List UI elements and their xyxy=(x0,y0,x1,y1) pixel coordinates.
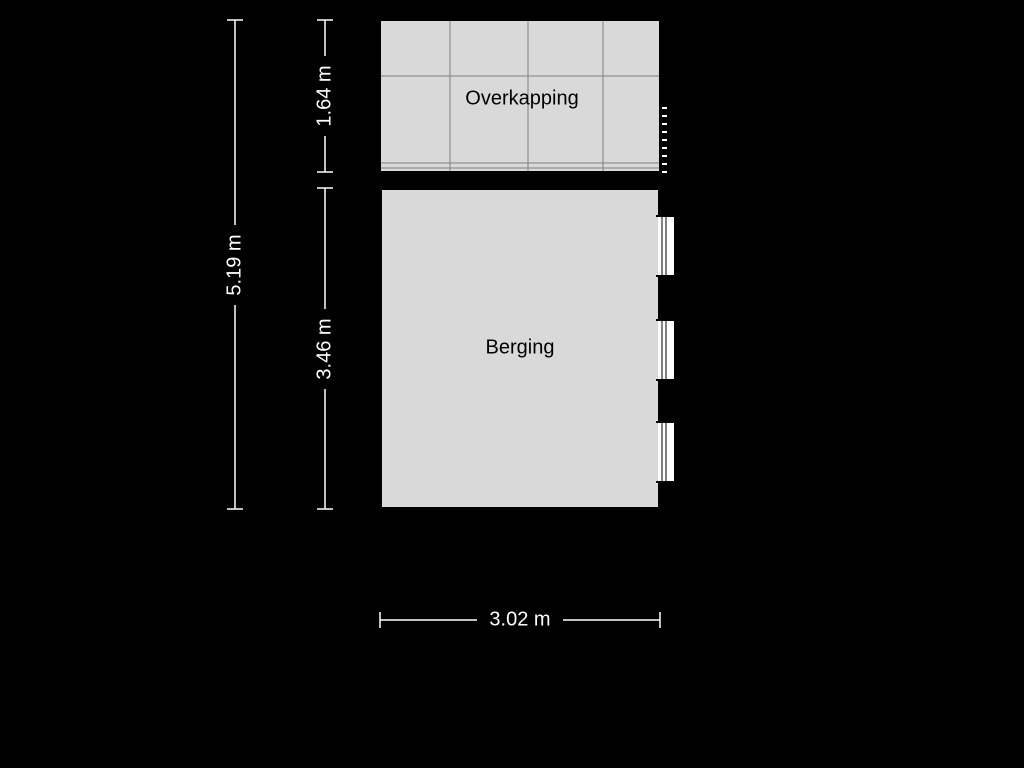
window-icon xyxy=(656,216,676,276)
dim-label-text: 3.02 m xyxy=(489,608,550,630)
dim-label-text: 3.46 m xyxy=(313,318,335,379)
window-icon xyxy=(656,422,676,482)
wall-pillar xyxy=(660,380,668,422)
dim-label-text: 5.19 m xyxy=(223,234,245,295)
overkapping-label: Overkapping xyxy=(465,87,578,109)
wall-pillar xyxy=(660,276,668,320)
window-icon xyxy=(656,320,676,380)
wall-pillar xyxy=(660,482,668,509)
dim-label-text: 1.64 m xyxy=(313,65,335,126)
room-berging: Berging xyxy=(380,180,660,509)
wall-pillar xyxy=(660,188,668,216)
room-overkapping: Overkapping xyxy=(380,20,660,172)
berging-label: Berging xyxy=(486,336,555,358)
